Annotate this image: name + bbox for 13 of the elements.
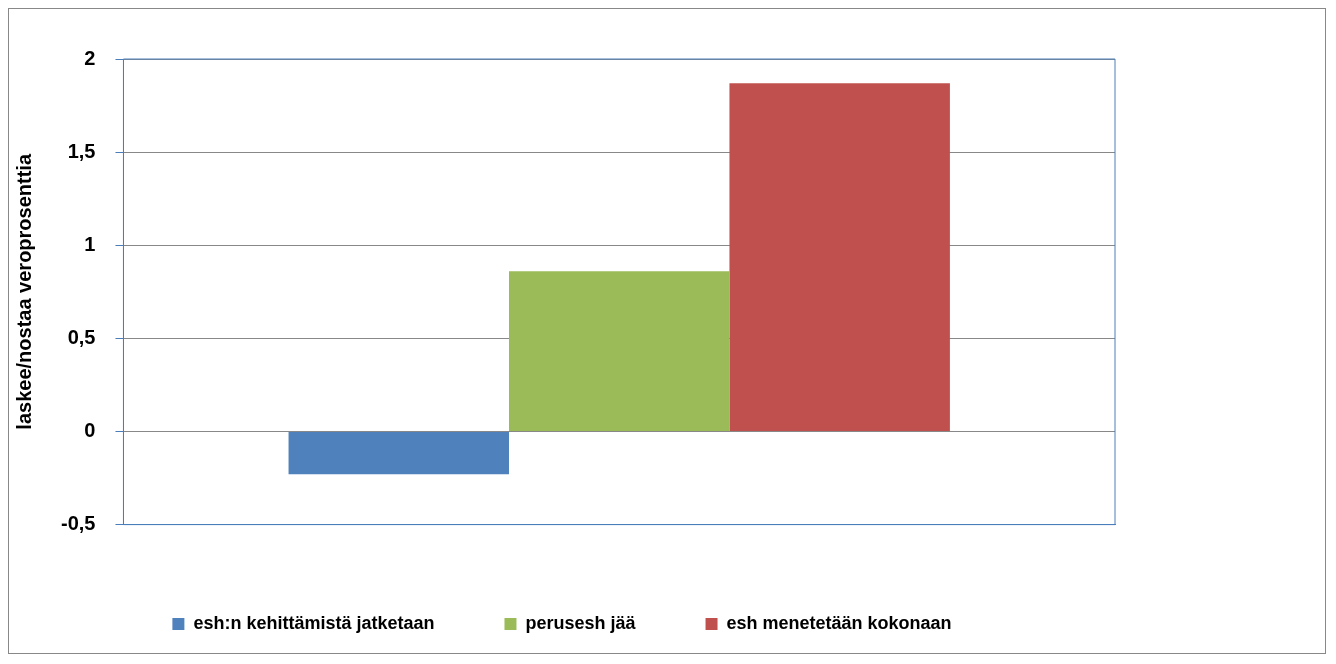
y-tick-label: -0,5 — [60, 512, 96, 535]
y-tick-label: 2 — [84, 46, 96, 69]
legend-label: perusesh jää — [525, 612, 637, 633]
y-axis-title: laskee/nostaa veroprosenttia — [12, 153, 35, 430]
y-tick-label: 0 — [84, 419, 96, 441]
bar — [288, 431, 510, 475]
legend-label: esh menetetään kokonaan — [726, 612, 952, 633]
bar — [729, 83, 950, 431]
y-tick-label: 1,5 — [67, 139, 96, 162]
bar — [509, 271, 730, 431]
legend-label: esh:n kehittämistä jatketaan — [193, 612, 435, 633]
y-tick-label: 0,5 — [67, 325, 96, 348]
y-tick-label: 1 — [84, 232, 96, 255]
